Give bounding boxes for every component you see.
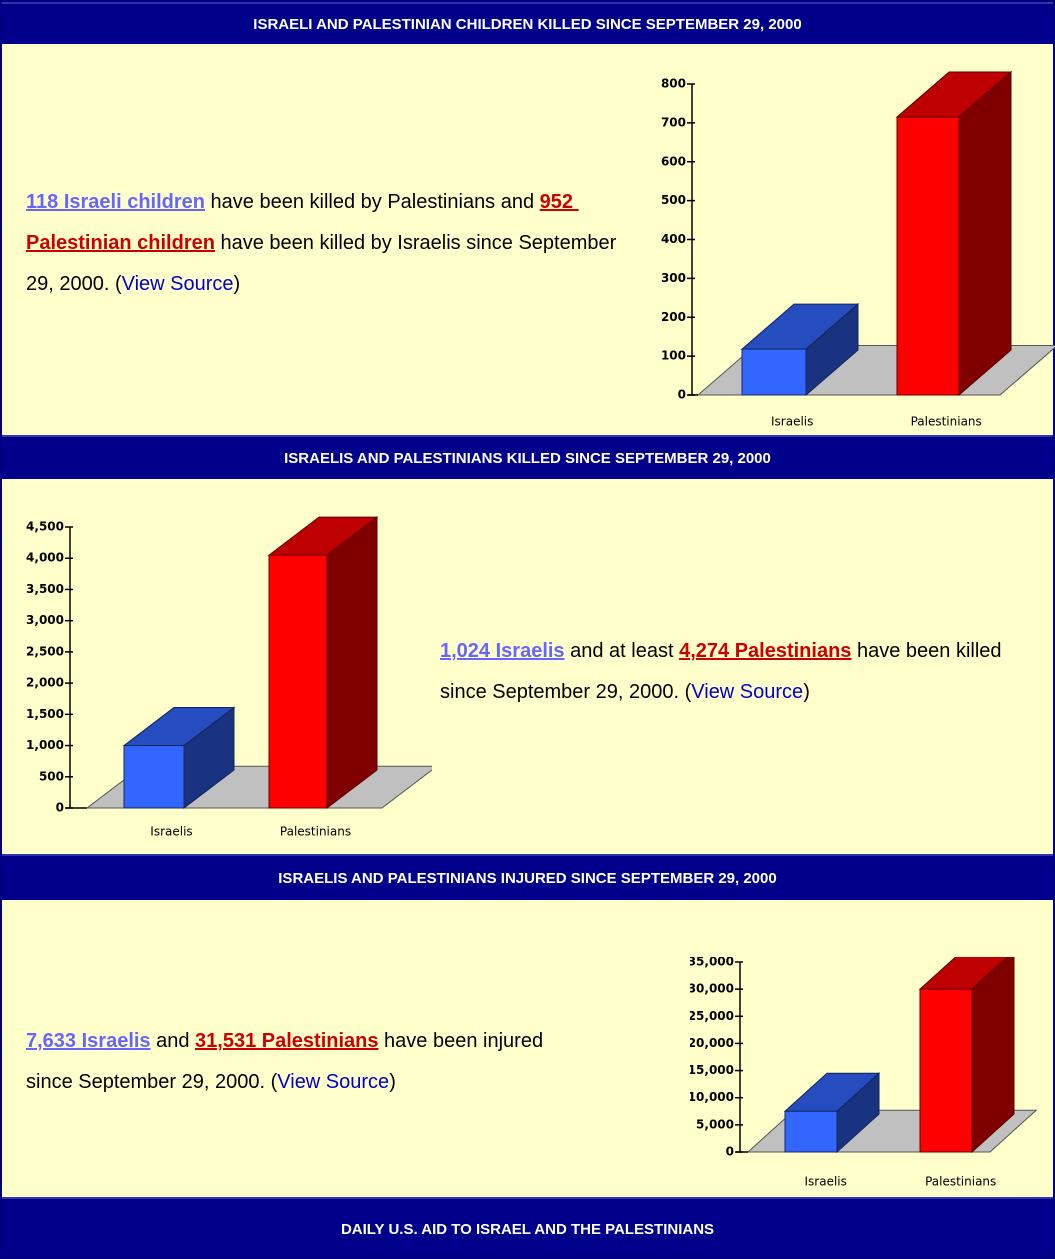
link[interactable]: View Source	[691, 681, 804, 703]
y-tick-label: 5,000	[696, 1117, 734, 1131]
text: have been killed by Israelis since Septe…	[26, 232, 622, 295]
bar	[784, 1110, 838, 1153]
y-tick-label: 10,000	[690, 1090, 734, 1104]
link[interactable]: 952 Palestinian children	[26, 191, 579, 254]
link[interactable]: 1,024 Israelis	[440, 640, 565, 662]
y-tick-label: 700	[661, 115, 686, 129]
y-tick-label: 4,500	[26, 520, 64, 534]
y-tick-label: 20,000	[690, 1036, 734, 1050]
bar	[123, 745, 185, 809]
text: have been killed by Palestinians and	[205, 191, 540, 213]
text: )	[233, 273, 241, 295]
bar	[741, 348, 807, 396]
bar-chart: 0 500 1,000 1,500 2,000 2,500 3,000 3,500 4,000 4…	[26, 516, 432, 839]
section-header: ISRAELI AND PALESTINIAN CHILDREN KILLED …	[2, 2, 1053, 44]
y-tick-label: 35,000	[690, 957, 734, 969]
y-tick-label: 800	[661, 77, 686, 91]
x-tick-label: Palestinians	[280, 825, 351, 839]
y-tick-label: 600	[661, 154, 686, 168]
link[interactable]: 4,274 Palestinians	[679, 640, 852, 662]
bar-side	[958, 70, 1012, 397]
y-tick-label: 300	[661, 271, 686, 285]
text: have been killed since September 29, 200…	[440, 640, 1008, 703]
link[interactable]: 118 Israeli children	[26, 191, 205, 213]
y-tick-label: 25,000	[690, 1009, 734, 1023]
y-tick-label: 30,000	[690, 982, 734, 996]
paragraph: 1,024 Israelis and at least 4,274 Palest…	[440, 631, 1040, 713]
y-tick-label: 200	[661, 310, 686, 324]
bar	[896, 116, 960, 396]
text: )	[803, 681, 810, 703]
y-tick-label: 15,000	[690, 1063, 734, 1077]
y-tick-label: 1,500	[26, 707, 64, 721]
section-header: DAILY U.S. AID TO ISRAEL AND THE PALESTI…	[2, 1197, 1053, 1257]
y-tick-label: 3,000	[26, 613, 64, 627]
section-header: ISRAELIS AND PALESTINIANS KILLED SINCE S…	[2, 435, 1053, 479]
section-header: ISRAELIS AND PALESTINIANS INJURED SINCE …	[2, 854, 1053, 900]
y-tick-label: 100	[661, 349, 686, 363]
paragraph: 7,633 Israelis and 31,531 Palestinians h…	[26, 1021, 586, 1103]
bar	[268, 554, 328, 809]
y-tick-label: 2,000	[26, 676, 64, 690]
bar	[919, 988, 973, 1153]
bar-chart: 0 5,000 10,000 15,000 20,000 25,000 30,000 35,0…	[690, 957, 1038, 1189]
x-tick-label: Israelis	[771, 415, 813, 429]
x-tick-label: Palestinians	[925, 1175, 996, 1189]
paragraph: 118 Israeli children have been killed by…	[26, 182, 641, 305]
x-tick-label: Palestinians	[911, 415, 982, 429]
y-tick-label: 400	[661, 232, 686, 246]
text: have been injured since September 29, 20…	[26, 1030, 549, 1093]
text: )	[389, 1071, 396, 1093]
link[interactable]: View Source	[121, 273, 234, 295]
y-tick-label: 0	[678, 388, 686, 402]
link[interactable]: 31,531 Palestinians	[195, 1030, 379, 1052]
link[interactable]: 7,633 Israelis	[26, 1030, 151, 1052]
x-tick-label: Israelis	[150, 825, 192, 839]
y-tick-label: 4,000	[26, 551, 64, 565]
y-tick-label: 0	[56, 801, 64, 815]
y-tick-label: 500	[39, 769, 64, 783]
y-tick-label: 1,000	[26, 738, 64, 752]
y-tick-label: 2,500	[26, 644, 64, 658]
bar-chart: 0 100 200 300 400 500 600 700 800 Israelis Palesti…	[661, 70, 1055, 429]
text: and at least	[564, 640, 680, 662]
text: and	[150, 1030, 196, 1052]
bar-side	[326, 516, 378, 810]
y-tick-label: 0	[726, 1145, 734, 1159]
y-tick-label: 500	[661, 193, 686, 207]
link[interactable]: View Source	[277, 1071, 390, 1093]
x-tick-label: Israelis	[805, 1175, 847, 1189]
y-tick-label: 3,500	[26, 582, 64, 596]
